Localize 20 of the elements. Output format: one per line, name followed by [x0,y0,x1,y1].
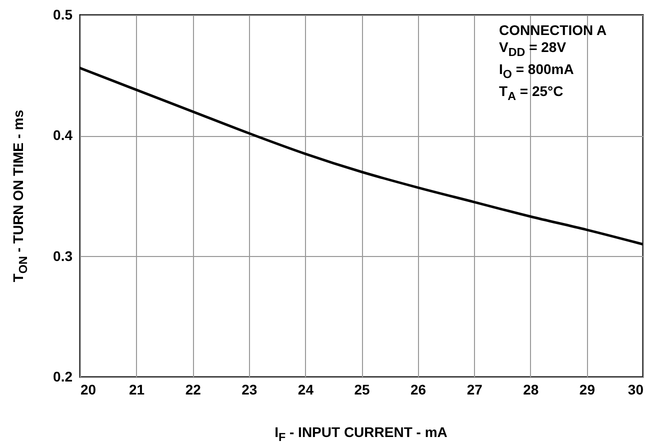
annotation: CONNECTION A [499,22,607,39]
x-tick-label: 23 [242,382,258,398]
y-tick-label: 0.2 [53,368,73,384]
x-tick-label: 20 [80,382,96,398]
x-tick-label: 22 [185,382,202,398]
x-tick-label: 29 [579,382,596,398]
annotation: V$_{DD}$ = 28V [499,39,568,61]
x-tick-label: 28 [523,382,539,398]
x-tick-label: 30 [628,382,644,398]
x-axis-title: I$_{F}$ - INPUT CURRENT - mA [274,424,448,444]
x-tick-label: 25 [354,382,370,398]
y-tick-label: 0.3 [53,248,73,264]
annotation: T$_{A}$ = 25°C [499,82,564,104]
x-tick-label: 24 [298,382,314,398]
annotation: I$_{O}$ = 800mA [499,60,575,83]
x-tick-label: 21 [129,382,145,398]
y-tick-label: 0.4 [53,127,73,144]
y-tick-label: 0.5 [53,6,73,22]
x-tick-label: 26 [410,382,426,398]
x-tick-label: 27 [466,382,483,398]
